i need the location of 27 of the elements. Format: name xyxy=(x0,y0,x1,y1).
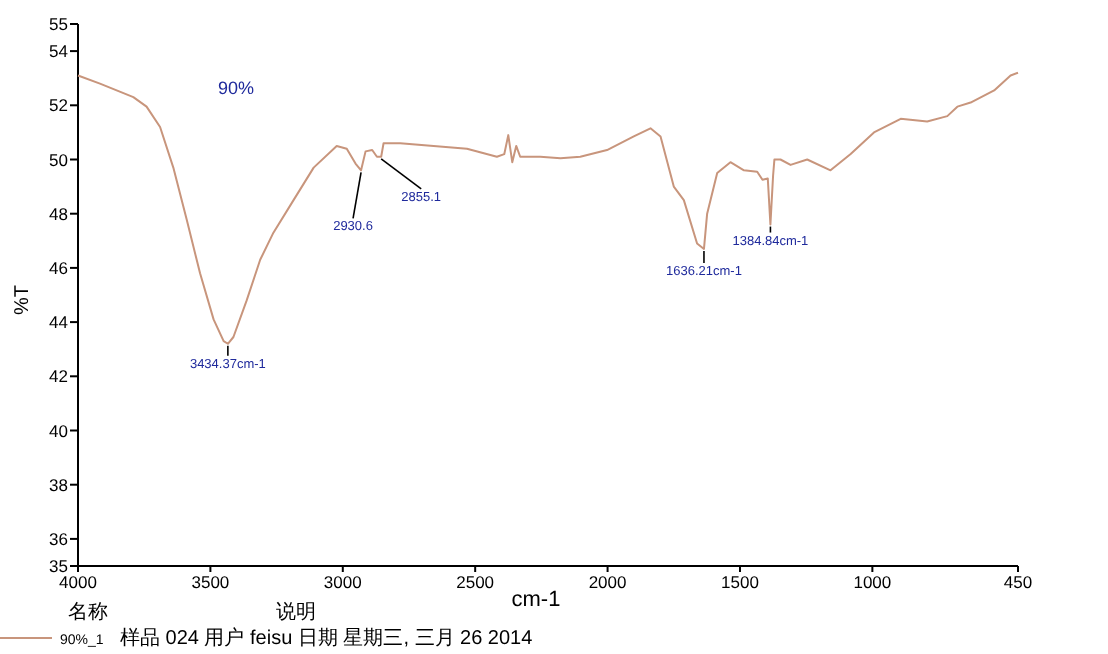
x-tick-label: 450 xyxy=(1003,572,1033,592)
x-tick-label: 2000 xyxy=(588,572,628,592)
text: 说明 xyxy=(276,600,316,624)
x-tick-label: 3000 xyxy=(323,572,363,592)
line-series xyxy=(77,71,1019,345)
y-tick-label: 48 xyxy=(49,203,69,224)
x-tick-label: 1000 xyxy=(853,572,892,592)
y-tick-label: 46 xyxy=(49,257,69,278)
y-tick-label: 38 xyxy=(49,474,69,495)
y-tick-label: 42 xyxy=(49,366,69,387)
y-tick-label: 44 xyxy=(49,312,69,333)
x-tick-label: 3500 xyxy=(191,572,230,592)
y-tick-label: 54 xyxy=(49,41,69,62)
y-tick-label: 50 xyxy=(49,149,69,170)
y-axis-title: %T xyxy=(12,285,34,315)
text: 样品 024 用户 feisu 日期 星期三, 三月 26 2014 xyxy=(120,626,534,650)
text: 名称 xyxy=(68,600,108,624)
x-axis-title: cm-1 xyxy=(511,588,561,612)
y-tick-label: 52 xyxy=(49,95,69,116)
y-tick-label: 36 xyxy=(49,528,69,549)
x-tick-label: 4000 xyxy=(59,572,98,592)
y-tick-label: 35 xyxy=(49,556,69,576)
x-tick-label: 1500 xyxy=(721,572,760,592)
y-tick-label: 40 xyxy=(49,420,69,441)
x-tick-label: 2500 xyxy=(456,572,495,592)
text: 90% xyxy=(217,78,255,98)
y-tick-label: 55 xyxy=(49,14,69,34)
